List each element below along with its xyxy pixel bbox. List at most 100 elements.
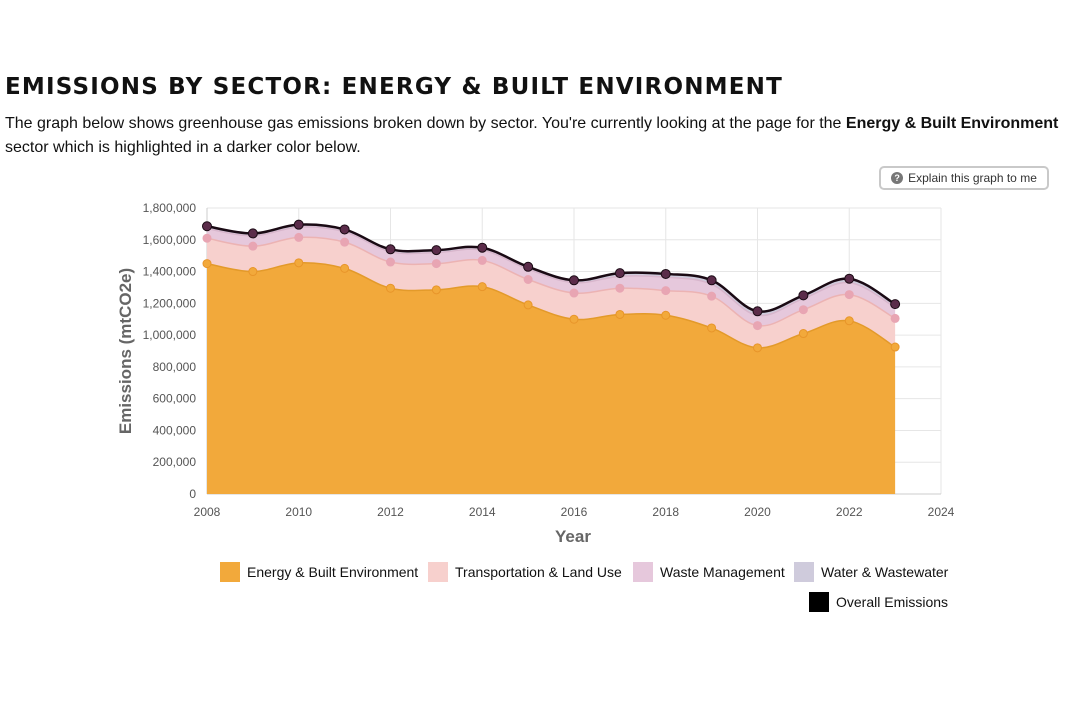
point-overall bbox=[844, 273, 855, 284]
legend-item-transportation: Transportation & Land Use bbox=[428, 562, 622, 582]
point-transportation bbox=[753, 321, 762, 331]
point-energy bbox=[523, 300, 533, 310]
point-transportation bbox=[661, 286, 671, 296]
point-transportation bbox=[844, 290, 854, 300]
point-energy bbox=[753, 343, 762, 353]
point-energy bbox=[661, 310, 671, 320]
x-tick-label: 2022 bbox=[836, 505, 863, 519]
x-tick-label: 2008 bbox=[194, 505, 221, 519]
chart-legend: Energy & Built Environment Transportation… bbox=[220, 562, 949, 612]
area-waste bbox=[207, 226, 896, 326]
line-waste bbox=[206, 226, 896, 317]
point-energy bbox=[340, 263, 350, 273]
point-transportation bbox=[798, 305, 808, 315]
legend-item-energy: Energy & Built Environment bbox=[220, 562, 418, 582]
point-overall bbox=[293, 219, 304, 230]
x-tick-label: 2020 bbox=[744, 505, 771, 519]
point-transportation bbox=[569, 288, 579, 298]
y-tick-label: 800,000 bbox=[153, 360, 197, 374]
point-transportation bbox=[523, 275, 533, 284]
point-overall bbox=[431, 245, 442, 256]
question-circle-icon: ? bbox=[891, 172, 904, 184]
legend-label-transportation: Transportation & Land Use bbox=[455, 564, 622, 580]
point-transportation bbox=[615, 283, 625, 293]
legend-label-water: Water & Wastewater bbox=[821, 564, 949, 580]
explain-graph-button[interactable]: ? Explain this graph to me bbox=[879, 166, 1049, 190]
description-text: The graph below shows greenhouse gas emi… bbox=[5, 115, 846, 132]
point-transportation bbox=[248, 241, 258, 251]
point-overall bbox=[890, 299, 901, 310]
y-tick-label: 1,200,000 bbox=[143, 296, 197, 310]
x-tick-label: 2014 bbox=[469, 505, 496, 519]
point-transportation bbox=[477, 255, 487, 265]
page-description: The graph below shows greenhouse gas emi… bbox=[5, 112, 1077, 160]
legend-swatch-water bbox=[794, 562, 814, 582]
point-overall bbox=[477, 242, 488, 253]
x-tick-label: 2018 bbox=[652, 505, 679, 519]
legend-swatch-overall bbox=[809, 592, 829, 612]
y-tick-label: 600,000 bbox=[153, 392, 197, 406]
y-axis-title: Emissions (mtCO2e) bbox=[116, 268, 135, 434]
data-markers bbox=[202, 219, 901, 353]
point-overall bbox=[569, 275, 579, 286]
point-transportation bbox=[890, 313, 900, 323]
point-energy bbox=[844, 316, 854, 326]
page-title: Emissions by Sector: Energy & Built Envi… bbox=[5, 74, 783, 100]
point-transportation bbox=[294, 232, 304, 242]
x-tick-label: 2010 bbox=[285, 505, 312, 519]
area-transportation bbox=[207, 237, 896, 348]
point-overall bbox=[614, 268, 625, 279]
point-energy bbox=[248, 267, 258, 277]
legend-swatch-energy bbox=[220, 562, 240, 582]
y-tick-label: 1,000,000 bbox=[143, 328, 197, 342]
point-energy bbox=[202, 259, 212, 269]
point-overall bbox=[798, 290, 809, 301]
point-energy bbox=[431, 285, 441, 295]
y-tick-labels: 0 200,000 400,000 600,000 800,000 1,000,000 1,… bbox=[143, 201, 197, 501]
point-overall bbox=[660, 268, 671, 279]
y-tick-label: 0 bbox=[189, 487, 196, 501]
point-overall bbox=[752, 306, 763, 317]
legend-item-water: Water & Wastewater bbox=[794, 562, 949, 582]
point-overall bbox=[385, 244, 396, 255]
x-tick-label: 2012 bbox=[377, 505, 404, 519]
area-energy bbox=[207, 262, 896, 494]
point-transportation bbox=[202, 233, 212, 243]
x-tick-label: 2024 bbox=[928, 505, 955, 519]
point-energy bbox=[569, 314, 579, 324]
line-overall-emissions bbox=[206, 223, 896, 313]
line-energy bbox=[206, 261, 896, 349]
point-energy bbox=[477, 282, 487, 292]
point-overall bbox=[247, 228, 258, 239]
point-energy bbox=[798, 329, 808, 339]
legend-swatch-waste bbox=[633, 562, 653, 582]
legend-swatch-transportation bbox=[428, 562, 448, 582]
point-energy bbox=[707, 323, 717, 333]
legend-item-overall: Overall Emissions bbox=[809, 592, 948, 612]
y-tick-label: 200,000 bbox=[153, 455, 197, 469]
point-energy bbox=[386, 283, 395, 293]
y-tick-label: 1,800,000 bbox=[143, 201, 197, 215]
point-overall bbox=[523, 261, 534, 272]
legend-label-overall: Overall Emissions bbox=[836, 594, 948, 610]
point-energy bbox=[294, 258, 304, 268]
y-tick-label: 400,000 bbox=[153, 423, 197, 437]
x-tick-label: 2016 bbox=[561, 505, 588, 519]
x-tick-labels: 2008 2010 2012 2014 2016 2018 2020 2022 2024 bbox=[194, 505, 955, 519]
legend-label-energy: Energy & Built Environment bbox=[247, 564, 418, 580]
y-tick-label: 1,600,000 bbox=[143, 233, 197, 247]
point-transportation bbox=[431, 259, 441, 269]
y-tick-label: 1,400,000 bbox=[143, 265, 197, 279]
point-overall bbox=[339, 224, 350, 235]
legend-item-waste: Waste Management bbox=[633, 562, 785, 582]
legend-label-waste: Waste Management bbox=[660, 564, 785, 580]
explain-graph-label: Explain this graph to me bbox=[908, 171, 1037, 185]
point-transportation bbox=[340, 237, 350, 247]
description-text-end: sector which is highlighted in a darker … bbox=[5, 139, 361, 156]
description-sector-name: Energy & Built Environment bbox=[845, 115, 1059, 132]
line-transportation bbox=[206, 236, 896, 327]
point-energy bbox=[615, 309, 625, 319]
x-axis-title: Year bbox=[555, 527, 591, 546]
point-overall bbox=[706, 275, 717, 286]
